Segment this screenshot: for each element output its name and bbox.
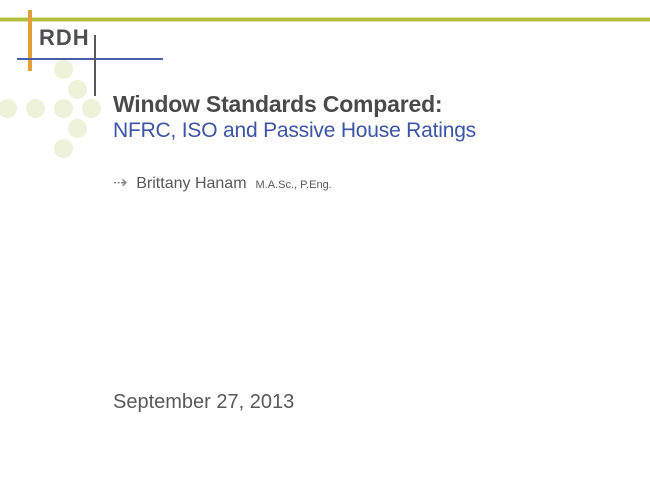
logo-blue-rule bbox=[17, 58, 163, 60]
decorative-dot bbox=[26, 99, 45, 118]
decorative-dot bbox=[68, 119, 87, 138]
logo-gray-crossbar bbox=[94, 35, 96, 96]
decorative-dot bbox=[68, 80, 87, 99]
top-accent-rule bbox=[0, 18, 650, 21]
slide-date: September 27, 2013 bbox=[113, 391, 295, 413]
rdh-logo: RDH bbox=[39, 25, 90, 50]
author-credentials: M.A.Sc., P.Eng. bbox=[255, 179, 332, 191]
slide-title: Window Standards Compared: bbox=[113, 91, 443, 117]
decorative-dot bbox=[0, 99, 17, 118]
author-name: Brittany Hanam bbox=[136, 175, 247, 192]
author-line: ⇢ Brittany Hanam M.A.Sc., P.Eng. bbox=[113, 173, 332, 193]
title-block: Window Standards Compared: NFRC, ISO and… bbox=[113, 91, 476, 144]
decorative-dot bbox=[54, 60, 73, 79]
decorative-dot bbox=[54, 99, 73, 118]
slide-subtitle: NFRC, ISO and Passive House Ratings bbox=[113, 119, 476, 142]
dashed-arrow-bullet-icon: ⇢ bbox=[113, 173, 128, 192]
decorative-dot bbox=[82, 99, 101, 118]
decorative-dot bbox=[54, 139, 73, 158]
logo-orange-bar bbox=[28, 10, 32, 71]
